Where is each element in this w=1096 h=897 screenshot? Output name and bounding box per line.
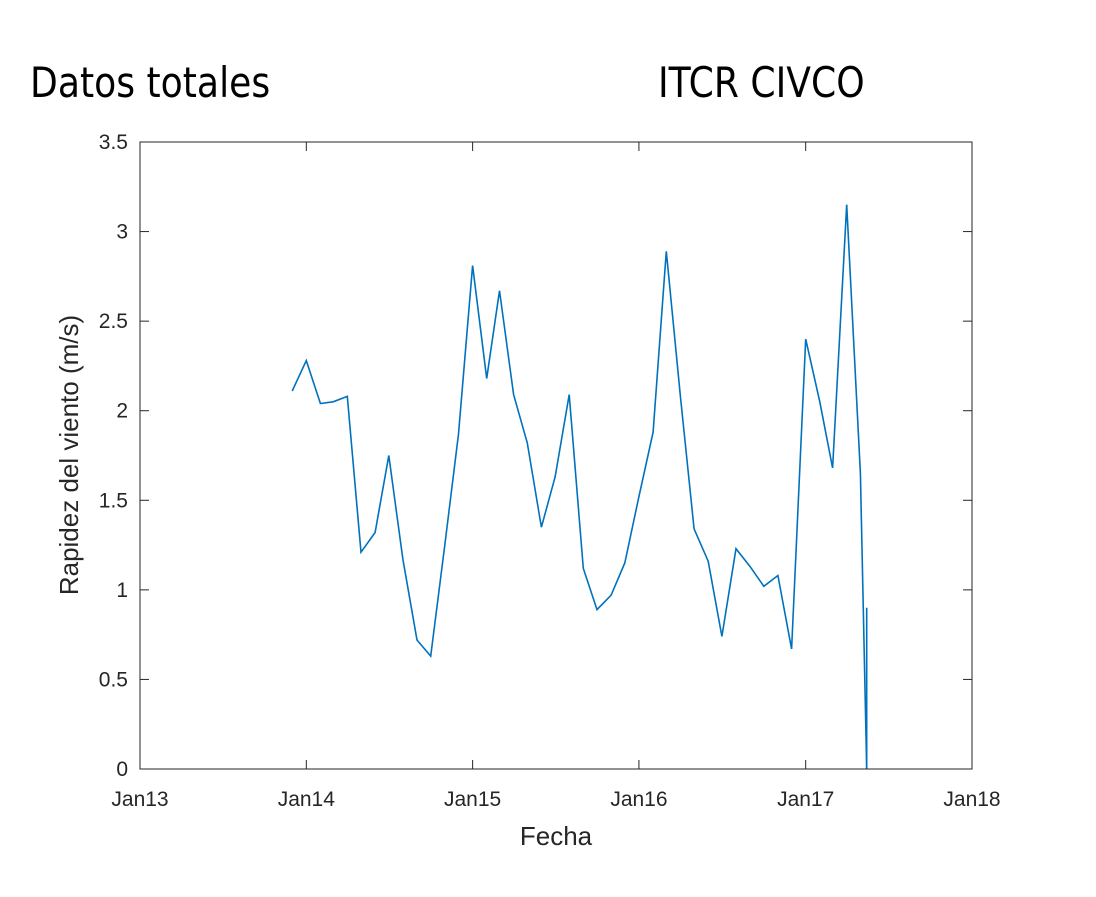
y-tick-label: 0 bbox=[116, 758, 128, 781]
y-tick-label: 1.5 bbox=[99, 489, 128, 512]
series-line-0 bbox=[291, 204, 868, 770]
plot-frame bbox=[139, 141, 973, 770]
y-tick-label: 2.5 bbox=[99, 310, 128, 333]
y-tick-label: 3 bbox=[116, 221, 128, 244]
x-tick-label: Jan17 bbox=[777, 788, 834, 811]
chart-title-right: ITCR CIVCO bbox=[658, 58, 865, 107]
x-tick-label: Jan18 bbox=[943, 788, 1000, 811]
x-tick-label: Jan14 bbox=[278, 788, 336, 811]
y-tick-label: 3.5 bbox=[99, 131, 128, 154]
y-tick-label: 1 bbox=[116, 579, 128, 602]
x-axis-label: Fecha bbox=[520, 821, 593, 851]
y-ticks: 0 0.5 1 1.5 2 2.5 3 3.5 bbox=[99, 131, 972, 781]
x-tick-label: Jan13 bbox=[111, 788, 168, 811]
x-tick-label: Jan15 bbox=[444, 788, 501, 811]
chart-title-left: Datos totales bbox=[30, 58, 271, 107]
x-tick-label: Jan16 bbox=[610, 788, 667, 811]
y-tick-label: 0.5 bbox=[99, 668, 128, 691]
data-lines bbox=[291, 204, 868, 770]
y-tick-label: 2 bbox=[116, 400, 128, 423]
y-axis-label: Rapidez del viento (m/s) bbox=[54, 315, 84, 595]
